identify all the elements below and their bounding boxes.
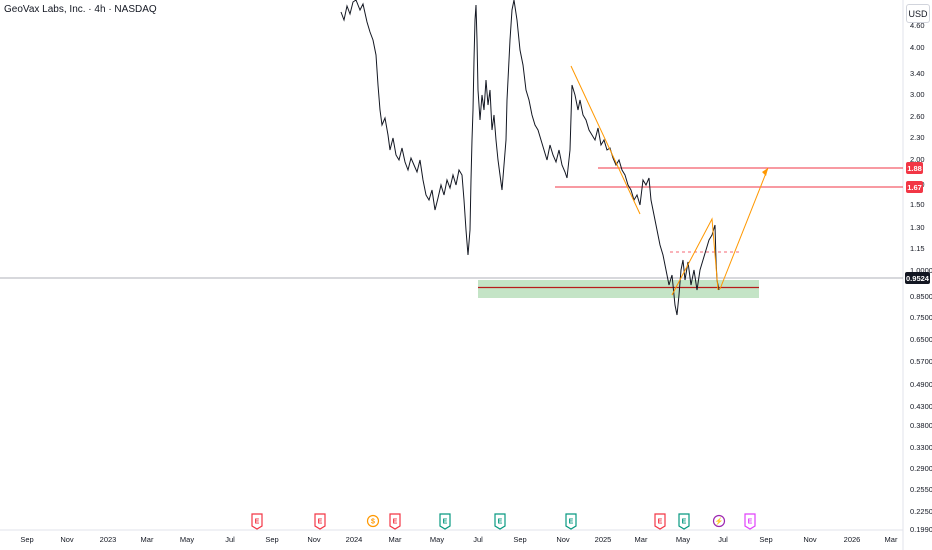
time-tick-label: Nov	[307, 535, 321, 544]
price-tick-label: 0.5700	[910, 357, 932, 366]
time-tick-label: May	[676, 535, 690, 544]
resistance-1-tag: 1.88	[906, 162, 923, 174]
symbol-title[interactable]: GeoVax Labs, Inc. · 4h · NASDAQ	[4, 4, 157, 15]
projection-swing[interactable]	[671, 217, 719, 296]
price-tick-label: 0.7500	[910, 313, 932, 322]
time-tick-label: Mar	[885, 535, 898, 544]
time-tick-label: 2025	[595, 535, 612, 544]
price-tick-label: 2.00	[910, 155, 925, 164]
resistance-2-value: 1.67	[907, 183, 922, 192]
event-badge	[494, 513, 506, 530]
price-tick-label: 3.40	[910, 69, 925, 78]
time-tick-label: May	[180, 535, 194, 544]
event-badge	[678, 513, 690, 530]
time-tick-label: Sep	[759, 535, 772, 544]
price-tick-label: 0.4300	[910, 402, 932, 411]
time-axis[interactable]: Sep Nov 2023 Mar May Jul Sep Nov 2024 Mar May Jul Se…	[20, 535, 898, 544]
event-badge	[389, 513, 401, 530]
event-marker-earnings-beat[interactable]: E	[494, 513, 506, 530]
price-tick-label: 0.8500	[910, 292, 932, 301]
time-tick-label: Nov	[60, 535, 74, 544]
price-tick-label: 0.6500	[910, 335, 932, 344]
price-tick-label: 1.15	[910, 244, 925, 253]
currency-button[interactable]: USD	[906, 4, 930, 23]
event-glyph: E	[498, 519, 503, 526]
event-badge	[439, 513, 451, 530]
current-price-tag: 0.9524	[905, 272, 930, 284]
time-tick-label: Nov	[556, 535, 570, 544]
event-marker-dividend[interactable]: $	[366, 514, 380, 528]
time-tick-label: Mar	[389, 535, 402, 544]
event-glyph: ⚡	[715, 517, 724, 526]
event-badge	[654, 513, 666, 530]
price-series	[340, 0, 720, 316]
event-marker-earnings-beat[interactable]: E	[565, 513, 577, 530]
time-tick-label: Jul	[718, 535, 728, 544]
price-tick-label: 0.4900	[910, 380, 932, 389]
event-glyph: E	[682, 519, 687, 526]
resistance-2-tag: 1.67	[906, 181, 923, 193]
projection-arrowhead	[762, 168, 768, 176]
event-badge	[366, 514, 380, 528]
price-tick-label: 3.00	[910, 90, 925, 99]
price-tick-label: 0.2900	[910, 464, 932, 473]
event-marker-earnings-upcoming[interactable]: E	[744, 513, 756, 530]
event-glyph: $	[371, 519, 375, 526]
event-glyph: E	[658, 519, 663, 526]
price-tick-label: 0.2550	[910, 485, 932, 494]
event-marker-split[interactable]: ⚡	[712, 514, 726, 528]
event-glyph: E	[318, 519, 323, 526]
event-markers[interactable]: E E $ E E E E E E ⚡ E	[251, 513, 756, 530]
time-tick-label: Mar	[141, 535, 154, 544]
time-tick-label: Nov	[803, 535, 817, 544]
price-tick-label: 4.00	[910, 43, 925, 52]
event-marker-earnings-beat[interactable]: E	[678, 513, 690, 530]
event-glyph: E	[255, 519, 260, 526]
time-tick-label: Jul	[473, 535, 483, 544]
event-badge	[251, 513, 263, 530]
price-tick-label: 1.30	[910, 223, 925, 232]
event-marker-earnings-beat[interactable]: E	[439, 513, 451, 530]
event-marker-earnings-missed[interactable]: E	[654, 513, 666, 530]
price-tick-label: 2.60	[910, 112, 925, 121]
time-tick-label: 2023	[100, 535, 117, 544]
event-badge	[314, 513, 326, 530]
time-tick-label: May	[430, 535, 444, 544]
price-tick-label: 2.30	[910, 133, 925, 142]
price-tick-label: 0.1990	[910, 525, 932, 534]
projection-up[interactable]	[719, 167, 769, 290]
resistance-1-value: 1.88	[907, 164, 922, 173]
price-axis[interactable]: 4.604.003.403.002.602.302.001.701.501.30…	[910, 21, 932, 534]
time-tick-label: Sep	[20, 535, 33, 544]
price-tick-label: 1.0000	[910, 266, 932, 275]
event-glyph: E	[393, 519, 398, 526]
support-zone[interactable]	[478, 280, 759, 298]
current-price-value: 0.9524	[906, 274, 930, 283]
time-tick-label: Jul	[225, 535, 235, 544]
projection-down[interactable]	[570, 65, 641, 215]
time-tick-label: Sep	[513, 535, 526, 544]
price-tick-label: 0.2250	[910, 507, 932, 516]
time-tick-label: Sep	[265, 535, 278, 544]
event-glyph: E	[443, 519, 448, 526]
event-badge	[744, 513, 756, 530]
price-tick-label: 1.50	[910, 200, 925, 209]
event-marker-earnings-missed[interactable]: E	[314, 513, 326, 530]
time-tick-label: 2024	[346, 535, 363, 544]
price-tick-label: 0.3800	[910, 421, 932, 430]
price-tick-label: 4.60	[910, 21, 925, 30]
event-glyph: E	[748, 519, 753, 526]
event-badge	[712, 514, 726, 528]
event-marker-earnings-missed[interactable]: E	[251, 513, 263, 530]
price-tick-label: 0.3300	[910, 443, 932, 452]
event-badge	[565, 513, 577, 530]
time-tick-label: 2026	[844, 535, 861, 544]
event-glyph: E	[569, 519, 574, 526]
event-marker-earnings-missed[interactable]: E	[389, 513, 401, 530]
time-tick-label: Mar	[635, 535, 648, 544]
